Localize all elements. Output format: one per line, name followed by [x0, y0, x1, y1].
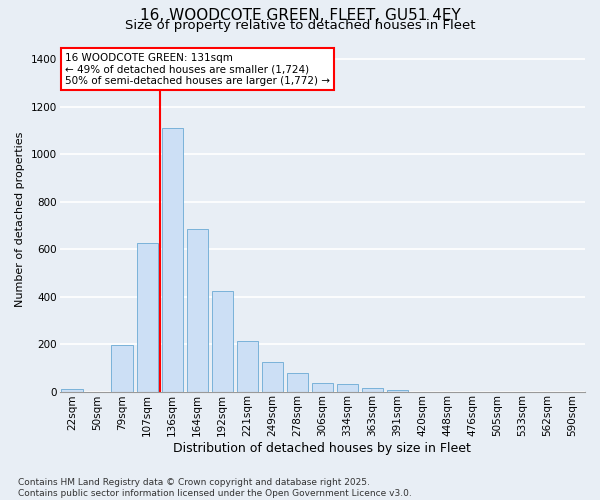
Bar [61, 389, 83, 392]
Bar [362, 388, 383, 392]
Text: 16 WOODCOTE GREEN: 131sqm
← 49% of detached houses are smaller (1,724)
50% of se: 16 WOODCOTE GREEN: 131sqm ← 49% of detac… [65, 52, 330, 86]
Bar [187, 229, 208, 392]
X-axis label: Distribution of detached houses by size in Fleet: Distribution of detached houses by size … [173, 442, 471, 455]
Y-axis label: Number of detached properties: Number of detached properties [15, 132, 25, 307]
Bar [262, 362, 283, 392]
Text: Size of property relative to detached houses in Fleet: Size of property relative to detached ho… [125, 19, 475, 32]
Text: 16, WOODCOTE GREEN, FLEET, GU51 4EY: 16, WOODCOTE GREEN, FLEET, GU51 4EY [140, 8, 460, 22]
Bar [112, 346, 133, 392]
Bar [387, 390, 408, 392]
Bar [311, 383, 333, 392]
Bar [161, 128, 183, 392]
Bar [212, 290, 233, 392]
Bar [337, 384, 358, 392]
Bar [287, 372, 308, 392]
Bar [236, 340, 258, 392]
Bar [137, 243, 158, 392]
Text: Contains HM Land Registry data © Crown copyright and database right 2025.
Contai: Contains HM Land Registry data © Crown c… [18, 478, 412, 498]
